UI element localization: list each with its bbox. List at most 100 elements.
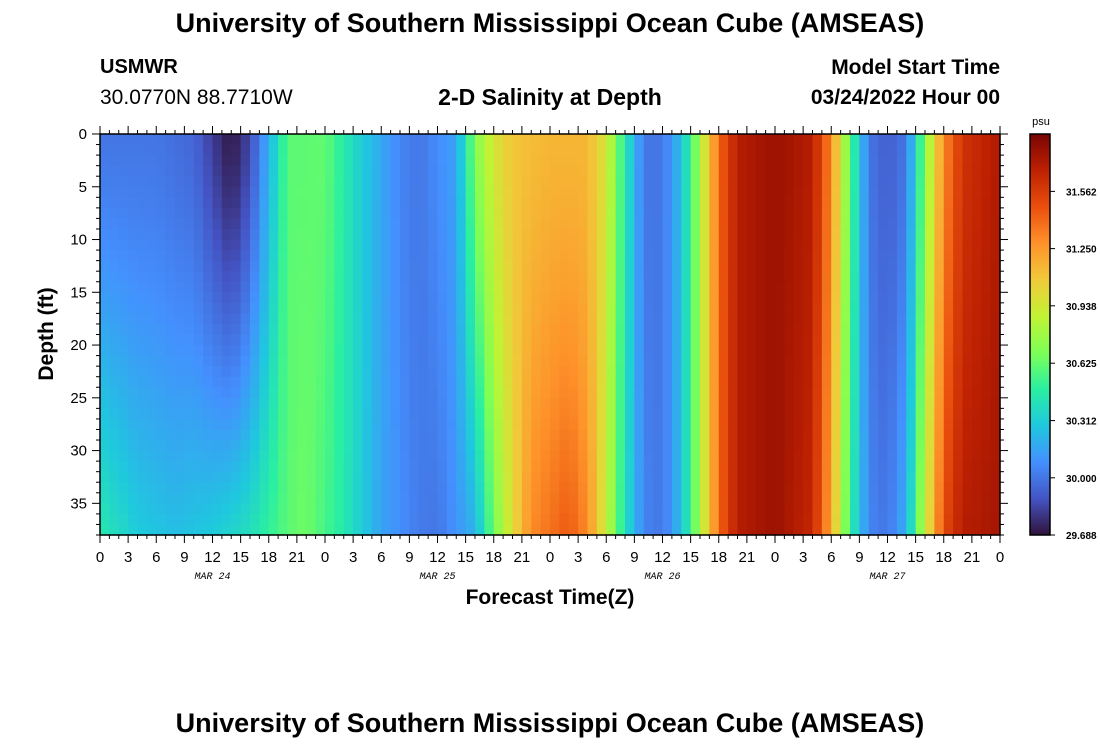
heatmap-cell — [484, 302, 495, 314]
heatmap-cell — [409, 408, 420, 420]
y-axis-label: Depth (ft) — [35, 287, 58, 380]
heatmap-cell — [718, 366, 729, 378]
heatmap-cell — [578, 207, 589, 220]
heatmap-cell — [306, 134, 317, 146]
heatmap-cell — [793, 134, 804, 146]
heatmap-cell — [484, 440, 495, 452]
heatmap-cell — [428, 450, 439, 462]
heatmap-cell — [634, 450, 645, 462]
heatmap-cell — [118, 313, 129, 325]
heatmap-cell — [878, 271, 889, 283]
heatmap-cell — [109, 228, 120, 241]
heatmap-cell — [193, 165, 204, 177]
heatmap-cell — [718, 197, 729, 209]
heatmap-cell — [278, 228, 289, 241]
heatmap-cell — [353, 302, 364, 314]
heatmap-cell — [915, 250, 926, 262]
heatmap-cell — [465, 144, 476, 156]
heatmap-cell — [690, 471, 701, 483]
heatmap-cell — [287, 471, 298, 483]
heatmap-cell — [456, 461, 467, 473]
heatmap-cell — [409, 429, 420, 441]
heatmap-cell — [981, 503, 992, 515]
heatmap-cell — [793, 440, 804, 452]
heatmap-cell — [962, 281, 973, 293]
heatmap-cell — [184, 250, 195, 262]
heatmap-cell — [906, 418, 917, 431]
heatmap-cell — [653, 186, 664, 198]
heatmap-cell — [709, 228, 720, 241]
heatmap-cell — [887, 355, 898, 367]
heatmap-cell — [925, 313, 935, 325]
heatmap-cell — [109, 155, 120, 167]
heatmap-cell — [868, 397, 879, 409]
heatmap-cell — [418, 408, 429, 420]
heatmap-cell — [493, 492, 504, 504]
heatmap-cell — [746, 323, 757, 336]
heatmap-cell — [662, 471, 673, 483]
heatmap-cell — [118, 376, 129, 388]
heatmap-cell — [287, 366, 298, 378]
heatmap-cell — [728, 429, 739, 441]
heatmap-cell — [662, 186, 673, 198]
heatmap-cell — [137, 492, 148, 504]
heatmap-cell — [221, 144, 232, 156]
heatmap-cell — [540, 134, 551, 146]
heatmap-cell — [334, 397, 345, 409]
heatmap-cell — [615, 418, 626, 431]
heatmap-cell — [156, 376, 167, 388]
heatmap-cell — [737, 513, 748, 526]
heatmap-cell — [896, 461, 907, 473]
heatmap-cell — [962, 228, 973, 241]
heatmap-cell — [990, 155, 1001, 167]
page-title: University of Southern Mississippi Ocean… — [175, 8, 925, 38]
heatmap-cell — [371, 250, 382, 262]
heatmap-cell — [925, 461, 935, 473]
heatmap-cell — [550, 313, 560, 325]
x-tick-label: 3 — [574, 549, 582, 566]
heatmap-cell — [446, 302, 457, 314]
heatmap-cell — [784, 513, 795, 526]
heatmap-cell — [990, 366, 1001, 378]
heatmap-cell — [615, 429, 626, 441]
heatmap-cell — [568, 345, 579, 357]
heatmap-cell — [634, 250, 645, 262]
heatmap-cell — [475, 302, 485, 314]
heatmap-cell — [587, 228, 598, 241]
heatmap-cell — [887, 418, 898, 431]
heatmap-cell — [606, 323, 617, 336]
heatmap-cell — [137, 239, 148, 251]
heatmap-cell — [100, 228, 110, 241]
heatmap-cell — [775, 155, 785, 167]
heatmap-cell — [634, 197, 645, 209]
heatmap-cell — [278, 418, 289, 431]
heatmap-cell — [306, 323, 317, 336]
heatmap-cell — [362, 429, 373, 441]
heatmap-cell — [156, 260, 167, 272]
heatmap-cell — [212, 271, 223, 283]
heatmap-cell — [353, 450, 364, 462]
heatmap-cell — [803, 524, 814, 536]
heatmap-cell — [306, 281, 317, 293]
heatmap-cell — [587, 207, 598, 220]
heatmap-cell — [587, 440, 598, 452]
heatmap-cell — [240, 165, 251, 177]
heatmap-cell — [109, 366, 120, 378]
heatmap-cell — [128, 471, 139, 483]
heatmap-cell — [418, 345, 429, 357]
heatmap-cell — [550, 345, 560, 357]
heatmap-cell — [850, 366, 860, 378]
heatmap-cell — [915, 387, 926, 399]
heatmap-cell — [325, 260, 335, 272]
heatmap-cell — [606, 461, 617, 473]
heatmap-cell — [306, 418, 317, 431]
heatmap-cell — [550, 355, 560, 367]
heatmap-cell — [493, 513, 504, 526]
heatmap-cell — [371, 492, 382, 504]
heatmap-cell — [634, 513, 645, 526]
heatmap-cell — [465, 440, 476, 452]
heatmap-cell — [643, 408, 654, 420]
heatmap-cell — [934, 271, 945, 283]
heatmap-cell — [475, 461, 485, 473]
heatmap-cell — [690, 345, 701, 357]
